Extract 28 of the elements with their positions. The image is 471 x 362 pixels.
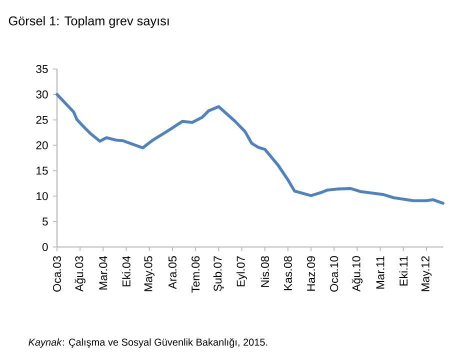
y-tick-label: 35	[36, 65, 48, 74]
x-tick-label: Eyl.07	[236, 256, 248, 286]
x-tick-label: Oca.10	[330, 256, 338, 292]
y-tick-label: 0	[42, 243, 48, 252]
x-tick-label: Mar.11	[376, 256, 384, 289]
x-tick-label: Şub.07	[213, 256, 224, 292]
x-tick-label: Ağu.10	[352, 256, 363, 292]
y-tick-label: 5	[42, 218, 48, 226]
x-tick-label: May.05	[144, 256, 154, 292]
x-tick-label: Nis.08	[260, 256, 270, 287]
text: Kaynak: Çalışma ve Sosyal Güvenlik Bakanlığı, 2015.	[28, 338, 268, 348]
x-tick-label: Mar.04	[99, 256, 108, 290]
x-tick-label: Ara.05	[168, 256, 176, 290]
x-tick-label: Haz.09	[307, 256, 316, 291]
y-tick-label: 20	[36, 141, 48, 150]
x-tick-label: Tem.06	[192, 256, 200, 293]
y-tick-label: 25	[36, 116, 48, 124]
x-tick-label: Ağu.03	[74, 256, 86, 292]
line-series	[56, 92, 444, 205]
chart-title: Görsel 1: Toplam grev sayısı	[8, 16, 169, 28]
y-tick-label: 15	[36, 166, 48, 175]
x-tick-label: Eki.04	[122, 256, 130, 286]
x-tick-label: May.12	[421, 256, 432, 292]
x-tick-label: Kas.08	[284, 256, 292, 290]
y-tick-label: 30	[36, 90, 48, 98]
x-tick-label: Oca.03	[53, 256, 62, 292]
y-tick-label: 10	[36, 192, 48, 200]
x-tick-label: Eki.11	[399, 256, 408, 286]
